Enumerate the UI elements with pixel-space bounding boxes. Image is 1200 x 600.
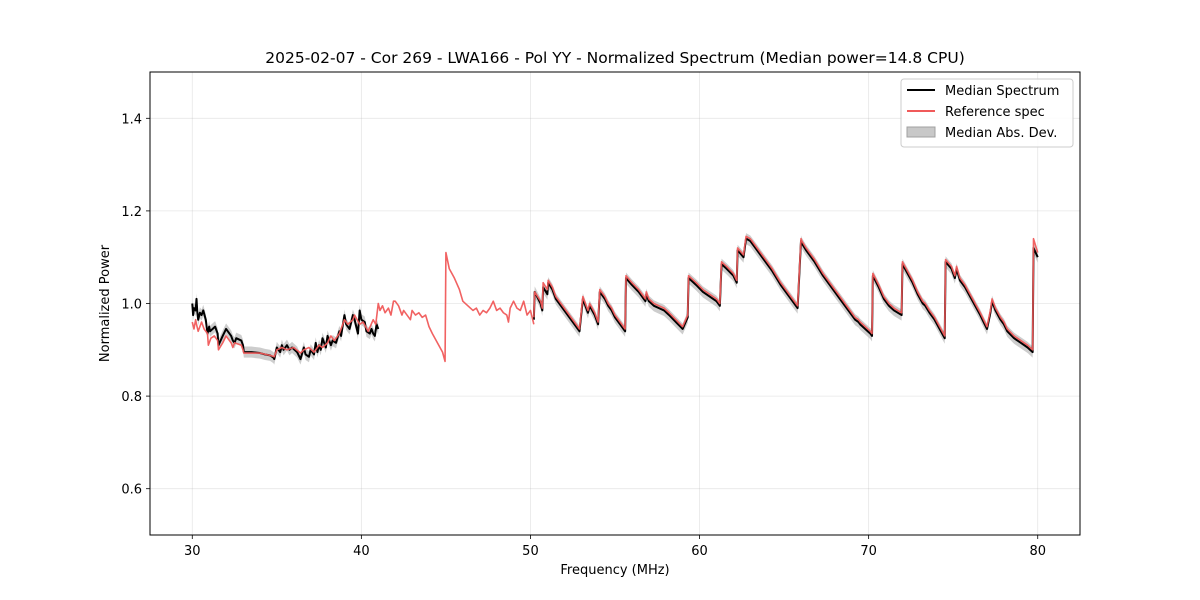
legend: Median Spectrum Reference spec Median Ab… xyxy=(900,78,1074,148)
chart-title: 2025-02-07 - Cor 269 - LWA166 - Pol YY -… xyxy=(265,49,965,67)
x-axis-label: Frequency (MHz) xyxy=(560,563,669,578)
x-tick-label: 70 xyxy=(860,544,877,559)
legend-box xyxy=(900,78,1074,148)
x-tick-label: 40 xyxy=(353,544,370,559)
x-tick-label: 50 xyxy=(522,544,539,559)
x-axis-ticks: 30 40 50 60 70 80 xyxy=(184,535,1046,559)
legend-reference-label: Reference spec xyxy=(945,105,1045,120)
legend-mad-label: Median Abs. Dev. xyxy=(945,126,1057,141)
x-tick-label: 80 xyxy=(1029,544,1046,559)
legend-mad-swatch xyxy=(906,126,936,138)
reference-spec-line xyxy=(533,235,1039,351)
y-tick-label: 1.0 xyxy=(121,298,142,313)
x-tick-label: 30 xyxy=(184,544,201,559)
reference-spec-line xyxy=(191,251,535,363)
y-tick-label: 1.4 xyxy=(121,112,142,127)
y-tick-label: 0.6 xyxy=(121,483,142,498)
y-axis-label: Normalized Power xyxy=(98,244,113,362)
x-tick-label: 60 xyxy=(691,544,708,559)
mad-band-segment xyxy=(192,293,379,365)
median-abs-dev-band xyxy=(192,233,1038,365)
y-tick-label: 0.8 xyxy=(121,390,142,405)
y-tick-label: 1.2 xyxy=(121,205,142,220)
legend-median-label: Median Spectrum xyxy=(945,84,1059,99)
mad-band-segment xyxy=(533,233,1038,358)
y-axis-ticks: 0.6 0.8 1.0 1.2 1.4 xyxy=(121,112,150,498)
reference-spec-series xyxy=(191,235,1039,363)
